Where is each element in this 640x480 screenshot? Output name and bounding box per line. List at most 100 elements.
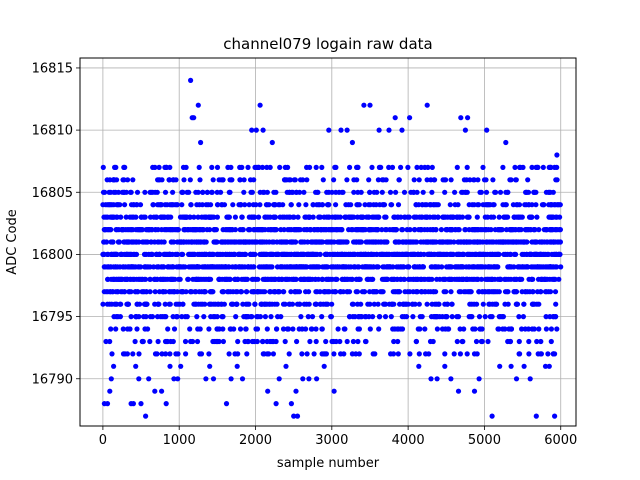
data-point	[200, 239, 206, 245]
data-point	[368, 227, 374, 233]
data-point	[429, 189, 435, 195]
data-point	[271, 239, 277, 245]
data-point	[338, 289, 344, 295]
data-point	[476, 202, 482, 208]
data-point	[388, 314, 394, 320]
data-point	[418, 276, 424, 282]
data-point	[472, 251, 478, 257]
data-points	[100, 77, 564, 419]
data-point	[552, 351, 558, 357]
data-point	[422, 164, 428, 170]
outlier-point	[326, 127, 332, 133]
data-point	[165, 264, 171, 270]
data-point	[125, 301, 131, 307]
data-point	[195, 251, 201, 257]
data-point	[335, 239, 341, 245]
data-point	[129, 264, 135, 270]
data-point	[267, 164, 273, 170]
data-point	[341, 251, 347, 257]
data-point	[430, 214, 436, 220]
data-point	[248, 214, 254, 220]
data-point	[398, 164, 404, 170]
data-point	[180, 301, 186, 307]
data-point	[296, 264, 302, 270]
data-point	[120, 326, 126, 332]
data-point	[474, 351, 480, 357]
data-point	[194, 314, 200, 320]
data-point	[273, 251, 279, 257]
data-point	[310, 251, 316, 257]
data-point	[424, 301, 430, 307]
data-point	[229, 177, 235, 183]
data-point	[185, 276, 191, 282]
data-point	[454, 314, 460, 320]
data-point	[329, 301, 335, 307]
data-point	[165, 326, 171, 332]
data-point	[501, 251, 507, 257]
data-point	[278, 276, 284, 282]
data-point	[140, 338, 146, 345]
data-point	[389, 251, 395, 257]
data-point	[191, 214, 197, 220]
data-point	[104, 177, 110, 183]
data-point	[331, 351, 337, 357]
data-point	[152, 289, 158, 295]
data-point	[466, 202, 472, 208]
data-point	[435, 202, 441, 208]
data-point	[280, 326, 287, 332]
data-point	[206, 276, 212, 282]
data-point	[154, 276, 160, 282]
data-point	[227, 189, 233, 195]
data-point	[290, 326, 296, 332]
data-point	[197, 177, 203, 183]
data-point	[365, 214, 371, 220]
data-point	[202, 276, 208, 282]
data-point	[342, 326, 348, 332]
outlier-point	[521, 363, 527, 369]
data-point	[418, 239, 424, 245]
data-point	[307, 227, 313, 233]
data-point	[179, 314, 185, 320]
outlier-point	[399, 127, 405, 133]
data-point	[203, 214, 209, 220]
data-point	[276, 202, 282, 208]
data-point	[122, 202, 128, 208]
data-point	[451, 351, 457, 357]
data-point	[299, 351, 305, 357]
data-point	[450, 214, 456, 220]
data-point	[283, 239, 289, 245]
data-point	[356, 202, 362, 208]
data-point	[475, 177, 481, 183]
data-point	[233, 314, 239, 320]
data-point	[243, 326, 249, 332]
data-point	[437, 239, 443, 245]
outlier-point	[249, 127, 255, 133]
data-point	[355, 164, 361, 170]
data-point	[269, 338, 275, 345]
data-point	[391, 276, 398, 282]
data-point	[441, 289, 447, 295]
data-point	[374, 227, 380, 233]
data-point	[480, 301, 486, 307]
data-point	[192, 227, 198, 233]
outlier-point	[138, 401, 144, 407]
data-point	[498, 276, 504, 282]
data-point	[158, 314, 164, 320]
data-point	[252, 164, 258, 170]
data-point	[395, 214, 401, 220]
data-point	[474, 239, 481, 245]
data-point	[124, 351, 130, 357]
data-point	[263, 251, 269, 257]
data-point	[433, 227, 439, 233]
data-point	[328, 227, 334, 233]
data-point	[367, 326, 373, 332]
data-point	[553, 214, 559, 220]
data-point	[272, 301, 278, 307]
data-point	[101, 239, 107, 245]
data-point	[210, 177, 216, 183]
data-point	[304, 251, 310, 257]
data-point	[239, 264, 245, 270]
data-point	[311, 351, 317, 357]
data-point	[369, 164, 375, 170]
data-point	[261, 351, 267, 357]
